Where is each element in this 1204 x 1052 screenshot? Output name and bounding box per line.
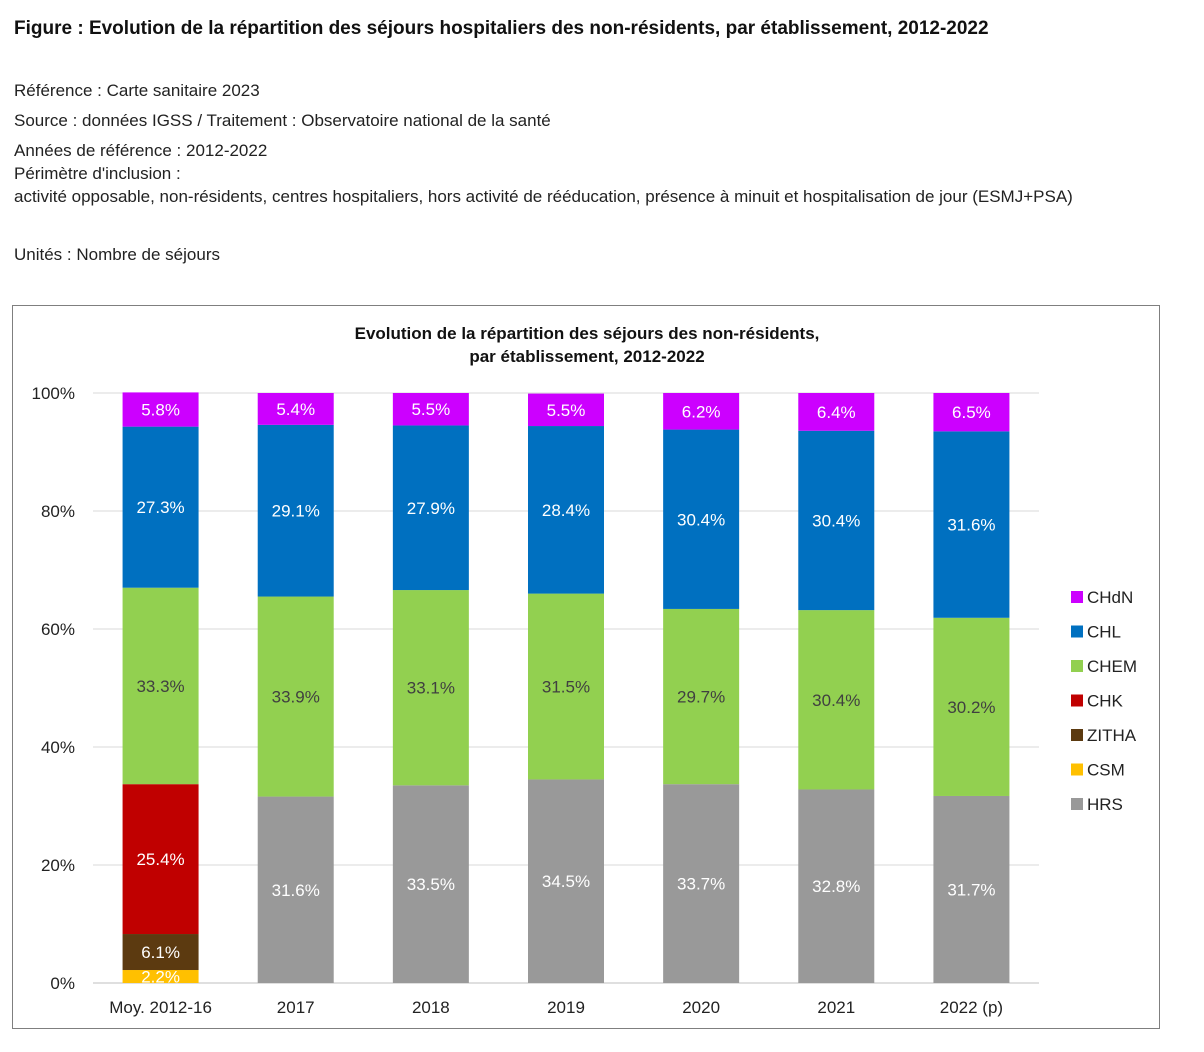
data-label-chl: 28.4% [542, 501, 590, 520]
reference-years-text: Années de référence : 2012-2022 [14, 141, 268, 160]
bar-chl-2017 [257, 424, 334, 597]
bar-zitha-moy-2012-16 [122, 934, 199, 971]
data-label-hrs: 32.8% [812, 877, 860, 896]
x-tick-label: 2022 (p) [940, 998, 1003, 1017]
x-tick-label: 2018 [412, 998, 450, 1017]
legend-label-chk: CHK [1087, 692, 1124, 711]
stacked-bar-chart: Evolution de la répartition des séjours … [32, 324, 1138, 1017]
legend-label-csm: CSM [1087, 761, 1125, 780]
legend-label-chdn: CHdN [1087, 588, 1133, 607]
x-tick-label: Moy. 2012-16 [109, 998, 212, 1017]
data-label-chem: 30.4% [812, 691, 860, 710]
x-tick-label: 2020 [682, 998, 720, 1017]
legend-label-chem: CHEM [1087, 657, 1137, 676]
data-label-chdn: 5.4% [276, 400, 315, 419]
data-label-chem: 33.1% [407, 679, 455, 698]
bar-hrs-2018 [392, 785, 469, 983]
data-label-csm: 2.2% [141, 968, 180, 987]
y-tick-label: 20% [41, 856, 75, 875]
bar-chl-moy-2012-16 [122, 426, 199, 588]
y-tick-label: 80% [41, 502, 75, 521]
bar-chl-2019 [528, 426, 604, 594]
x-tick-label: 2019 [547, 998, 585, 1017]
legend-label-chl: CHL [1087, 623, 1121, 642]
data-label-chk: 25.4% [136, 850, 184, 869]
bar-chl-2021 [798, 430, 875, 611]
data-label-zitha: 6.1% [141, 943, 180, 962]
bar-chdn-2018 [392, 393, 469, 426]
data-label-chdn: 6.2% [682, 402, 721, 421]
data-label-chl: 29.1% [272, 502, 320, 521]
bar-chdn-2022-p- [933, 393, 1010, 432]
bar-hrs-2021 [798, 789, 875, 983]
source-text: Source : données IGSS / Traitement : Obs… [14, 111, 551, 130]
bar-hrs-2017 [257, 796, 334, 983]
data-label-chem: 33.9% [272, 688, 320, 707]
y-tick-label: 100% [32, 384, 75, 403]
bar-chdn-2020 [663, 393, 740, 430]
bar-chem-2018 [392, 590, 469, 786]
data-label-chem: 31.5% [542, 678, 590, 697]
legend-swatch-chem [1071, 660, 1083, 672]
units-text: Unités : Nombre de séjours [14, 245, 220, 264]
bar-hrs-2020 [663, 784, 740, 983]
chart-title-line-1: Evolution de la répartition des séjours … [355, 324, 820, 343]
data-label-chdn: 5.5% [547, 401, 586, 420]
data-label-chl: 30.4% [677, 510, 725, 529]
bar-chdn-2019 [528, 393, 604, 427]
x-tick-label: 2017 [277, 998, 315, 1017]
bar-chdn-2017 [257, 393, 334, 425]
bar-chem-2021 [798, 610, 875, 790]
bar-chem-2019 [528, 593, 604, 780]
data-label-chl: 27.3% [136, 498, 184, 517]
data-label-hrs: 34.5% [542, 872, 590, 891]
data-label-chem: 29.7% [677, 688, 725, 707]
data-label-chl: 27.9% [407, 499, 455, 518]
y-tick-label: 60% [41, 620, 75, 639]
bar-chl-2020 [663, 429, 740, 609]
legend-label-zitha: ZITHA [1087, 726, 1137, 745]
legend-swatch-csm [1071, 763, 1083, 776]
data-label-hrs: 31.7% [947, 880, 995, 899]
perimeter-text: activité opposable, non-résidents, centr… [14, 187, 1073, 206]
chart-title-line-2: par établissement, 2012-2022 [469, 347, 704, 366]
legend-swatch-chdn [1071, 591, 1083, 603]
bar-chdn-2021 [798, 393, 875, 431]
legend-swatch-chl [1071, 625, 1083, 638]
bar-chem-moy-2012-16 [122, 587, 199, 785]
y-tick-label: 0% [50, 974, 75, 993]
bar-chem-2017 [257, 596, 334, 797]
bar-hrs-2019 [528, 779, 604, 983]
data-label-chl: 30.4% [812, 511, 860, 530]
figure-title: Figure : Evolution de la répartition des… [14, 18, 989, 39]
data-label-chem: 33.3% [136, 677, 184, 696]
legend-swatch-chk [1071, 694, 1083, 707]
bar-chdn-moy-2012-16 [122, 392, 199, 427]
data-label-chdn: 5.5% [411, 400, 450, 419]
data-label-chl: 31.6% [947, 516, 995, 535]
data-label-hrs: 33.7% [677, 875, 725, 894]
data-label-hrs: 33.5% [407, 875, 455, 894]
bar-chk-moy-2012-16 [122, 784, 199, 935]
bar-chem-2022-p- [933, 617, 1010, 796]
data-label-chem: 30.2% [947, 698, 995, 717]
chart-frame: Evolution de la répartition des séjours … [12, 305, 1160, 1029]
reference-text: Référence : Carte sanitaire 2023 [14, 81, 260, 100]
perimeter-label: Périmètre d'inclusion : [14, 164, 181, 183]
legend-label-hrs: HRS [1087, 795, 1123, 814]
y-tick-label: 40% [41, 738, 75, 757]
legend-swatch-zitha [1071, 729, 1083, 741]
data-label-chdn: 5.8% [141, 401, 180, 420]
bar-csm-moy-2012-16 [122, 970, 199, 983]
legend-swatch-hrs [1071, 798, 1083, 810]
bar-chl-2018 [392, 425, 469, 591]
bar-hrs-2022-p- [933, 795, 1010, 983]
data-label-chdn: 6.5% [952, 403, 991, 422]
x-tick-label: 2021 [817, 998, 855, 1017]
data-label-hrs: 31.6% [272, 881, 320, 900]
bar-chem-2020 [663, 608, 740, 785]
bar-chl-2022-p- [933, 431, 1010, 618]
data-label-chdn: 6.4% [817, 403, 856, 422]
